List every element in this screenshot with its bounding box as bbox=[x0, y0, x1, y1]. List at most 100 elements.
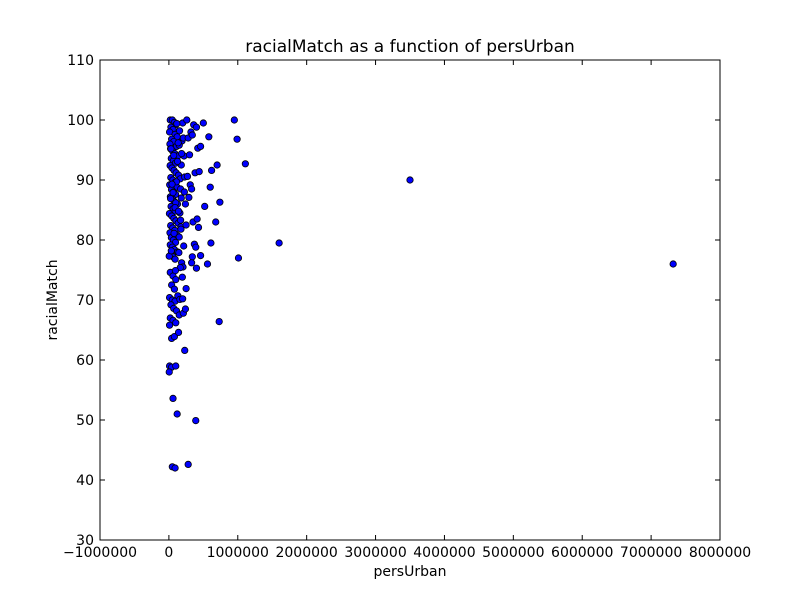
data-point bbox=[168, 180, 176, 188]
data-point bbox=[173, 157, 182, 165]
data-point bbox=[188, 131, 196, 139]
data-point bbox=[167, 247, 175, 255]
y-axis-label: racialMatch bbox=[45, 259, 61, 340]
data-point bbox=[167, 145, 175, 153]
data-point bbox=[233, 135, 241, 143]
y-tick-label: 30 bbox=[76, 533, 94, 549]
data-point bbox=[174, 139, 182, 147]
data-point bbox=[669, 260, 677, 268]
data-point bbox=[195, 168, 203, 176]
data-point bbox=[199, 119, 207, 127]
data-point bbox=[241, 160, 249, 168]
data-point bbox=[188, 253, 196, 261]
x-axis-ticks: −1000000 0 1000000 2000000 3000000 4000000 500… bbox=[63, 60, 751, 561]
data-point bbox=[171, 464, 179, 472]
data-point bbox=[181, 346, 189, 354]
data-point bbox=[192, 416, 200, 425]
x-tick-label: 4000000 bbox=[413, 545, 475, 561]
data-point bbox=[184, 460, 192, 468]
y-axis-ticks: 30 40 50 60 70 80 90 100 110 bbox=[67, 53, 720, 549]
x-tick-label: 8000000 bbox=[689, 545, 751, 561]
data-point bbox=[175, 127, 184, 135]
x-tick-label: 3000000 bbox=[344, 545, 406, 561]
data-point bbox=[181, 305, 190, 313]
data-point bbox=[406, 176, 414, 184]
data-point bbox=[170, 285, 178, 293]
y-tick-label: 40 bbox=[76, 473, 94, 489]
data-point bbox=[175, 249, 183, 257]
data-point bbox=[205, 133, 213, 141]
data-point bbox=[192, 243, 200, 251]
y-tick-label: 70 bbox=[76, 293, 94, 309]
x-axis-label: persUrban bbox=[374, 564, 447, 580]
data-point bbox=[178, 273, 186, 281]
x-tick-label: 1000000 bbox=[207, 545, 269, 561]
data-point bbox=[196, 142, 205, 150]
data-point bbox=[174, 207, 183, 215]
data-point bbox=[216, 198, 224, 206]
x-tick-label: 6000000 bbox=[551, 545, 613, 561]
data-point bbox=[175, 233, 183, 241]
data-point bbox=[185, 193, 193, 201]
data-point bbox=[215, 317, 223, 326]
chart-title: racialMatch as a function of persUrban bbox=[245, 37, 575, 57]
data-point bbox=[188, 185, 196, 193]
data-point bbox=[230, 116, 238, 124]
data-point bbox=[207, 239, 215, 247]
data-point bbox=[180, 188, 188, 196]
data-point bbox=[173, 120, 181, 128]
data-point bbox=[170, 332, 178, 341]
data-point bbox=[172, 362, 180, 370]
data-point bbox=[177, 194, 185, 202]
data-point bbox=[177, 225, 185, 233]
data-point bbox=[169, 394, 177, 402]
data-point bbox=[183, 172, 192, 180]
data-point bbox=[171, 266, 180, 275]
data-point bbox=[196, 252, 205, 260]
data-point bbox=[172, 319, 180, 327]
data-point bbox=[178, 150, 186, 158]
data-point bbox=[234, 254, 243, 262]
data-point bbox=[188, 259, 196, 267]
x-tick-label: −1000000 bbox=[63, 545, 137, 561]
data-point bbox=[170, 229, 178, 237]
data-point bbox=[181, 200, 190, 208]
data-point bbox=[173, 410, 181, 418]
y-tick-label: 60 bbox=[76, 353, 94, 369]
data-point bbox=[171, 255, 179, 263]
x-tick-label: 0 bbox=[164, 545, 173, 561]
x-tick-label: 7000000 bbox=[620, 545, 682, 561]
data-point bbox=[201, 202, 209, 210]
data-point bbox=[212, 218, 220, 226]
data-points bbox=[165, 116, 677, 472]
data-point bbox=[275, 239, 283, 247]
data-point bbox=[170, 151, 178, 159]
data-point bbox=[172, 275, 180, 284]
data-point bbox=[177, 216, 185, 224]
data-point bbox=[174, 328, 183, 336]
data-point bbox=[193, 215, 201, 223]
data-point bbox=[165, 321, 174, 329]
data-point bbox=[182, 221, 190, 229]
data-point bbox=[183, 116, 191, 124]
data-point bbox=[165, 368, 173, 376]
x-tick-label: 5000000 bbox=[482, 545, 544, 561]
data-point bbox=[208, 166, 216, 174]
y-tick-label: 80 bbox=[76, 233, 94, 249]
data-point bbox=[179, 295, 187, 303]
data-point bbox=[180, 242, 188, 250]
data-point bbox=[192, 264, 201, 272]
data-point bbox=[167, 195, 175, 203]
data-point bbox=[185, 151, 194, 159]
data-point bbox=[203, 260, 212, 268]
data-point bbox=[182, 284, 190, 293]
plot-area bbox=[100, 60, 720, 540]
y-tick-label: 110 bbox=[67, 53, 94, 69]
data-point bbox=[192, 123, 201, 131]
y-tick-label: 100 bbox=[67, 113, 94, 129]
y-tick-label: 90 bbox=[76, 173, 94, 189]
data-point bbox=[213, 161, 221, 169]
x-tick-label: 2000000 bbox=[275, 545, 337, 561]
data-point bbox=[194, 223, 203, 231]
